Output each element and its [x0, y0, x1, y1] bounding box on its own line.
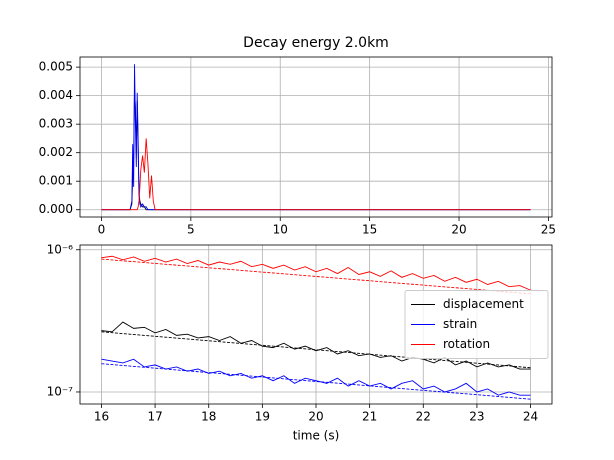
- y-tick-label: 0.003: [39, 117, 73, 131]
- x-tick-label: 16: [94, 410, 109, 424]
- x-tick-label: 5: [187, 223, 195, 237]
- series-line: [101, 358, 531, 396]
- axes-frame: [79, 56, 553, 218]
- x-tick-label: 25: [541, 223, 556, 237]
- x-tick-label: 24: [523, 410, 538, 424]
- series-line: [101, 255, 531, 291]
- y-tick-label: 10⁻⁶: [47, 242, 74, 256]
- x-tick-label: 18: [201, 410, 216, 424]
- series-line: [101, 321, 531, 370]
- x-tick-label: 21: [362, 410, 377, 424]
- series-line: [101, 89, 531, 211]
- x-tick-label: 0: [98, 223, 106, 237]
- y-tick-label: 0.005: [39, 60, 73, 74]
- x-tick-label: 19: [255, 410, 270, 424]
- legend-label: displacement: [443, 297, 524, 311]
- x-tick-label: 20: [308, 410, 323, 424]
- x-tick-label: 23: [469, 410, 484, 424]
- legend: displacement strain rotation: [404, 290, 549, 359]
- chart-title: Decay energy 2.0km: [243, 35, 389, 51]
- x-tick-label: 17: [147, 410, 162, 424]
- legend-label: strain: [443, 317, 477, 331]
- series-line: [101, 64, 531, 211]
- x-tick-label: 22: [416, 410, 431, 424]
- y-tick-label: 0.002: [39, 145, 73, 159]
- legend-box: [404, 290, 549, 359]
- legend-label: rotation: [443, 337, 490, 351]
- y-tick-label: 0.001: [39, 174, 73, 188]
- y-tick-label: 0.004: [39, 88, 73, 102]
- x-tick-label: 15: [362, 223, 377, 237]
- x-axis-label: time (s): [293, 429, 340, 443]
- series-line: [101, 138, 531, 211]
- axes: 0 5 10 15 20 25 0.000 0.001 0.002 0.003 0.004 0.005…: [39, 35, 556, 237]
- axes-frame: [79, 244, 553, 405]
- x-tick-label: 20: [451, 223, 466, 237]
- axes: 16 17 18 19 20 21 22 23 24 10⁻⁷ 10⁻⁶ time (s) displa…: [47, 242, 553, 443]
- y-tick-label: 0.000: [39, 202, 73, 216]
- x-tick-label: 10: [273, 223, 288, 237]
- y-tick-label: 10⁻⁷: [47, 384, 74, 398]
